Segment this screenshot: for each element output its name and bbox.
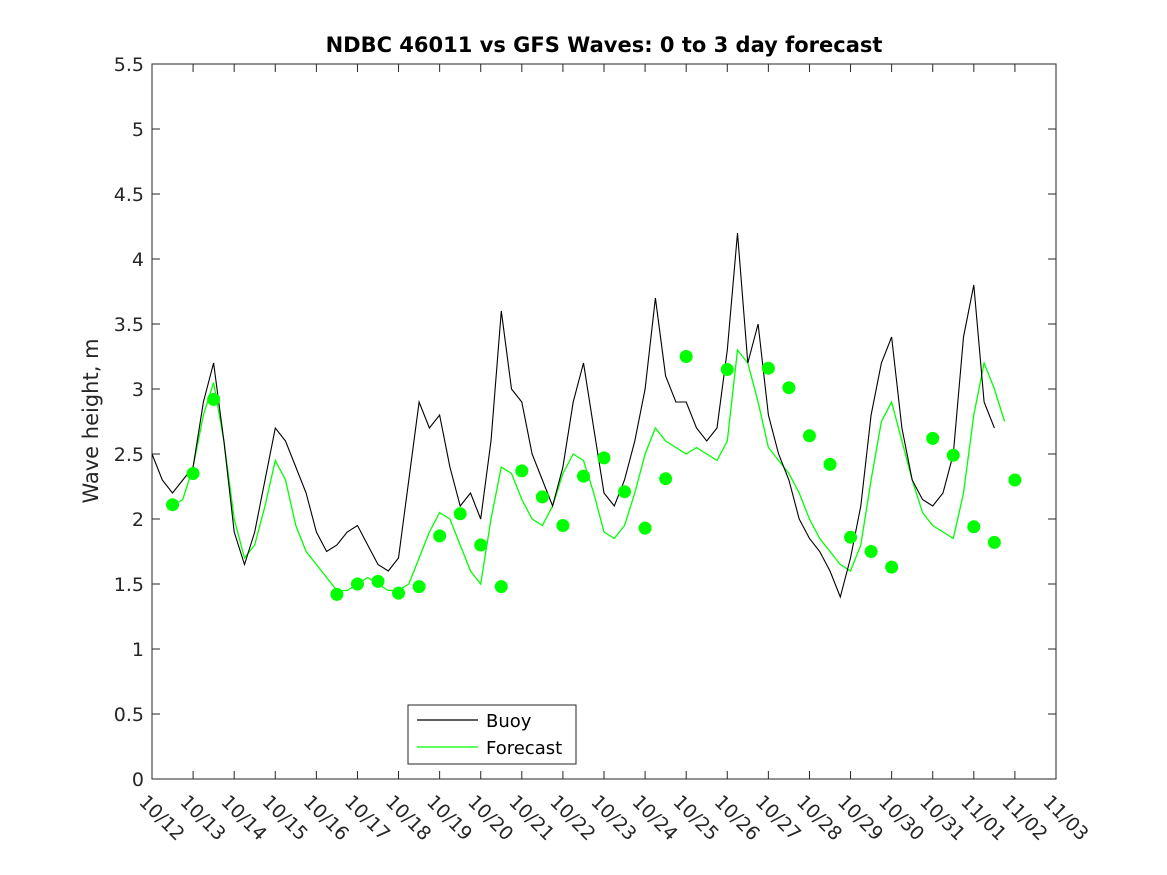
y-tick-label: 2.5	[114, 444, 144, 466]
y-tick-label: 5	[132, 119, 144, 141]
x-tick-label: 10/13	[176, 791, 230, 845]
y-tick-label: 4	[132, 249, 144, 271]
forecast-marker	[823, 457, 837, 471]
forecast-marker	[864, 545, 878, 558]
forecast-marker	[761, 361, 775, 375]
forecast-marker	[638, 521, 652, 535]
forecast-marker	[330, 587, 344, 601]
forecast-marker	[412, 580, 426, 594]
x-tick-label: 10/16	[299, 791, 353, 845]
legend-box	[407, 704, 577, 765]
forecast-marker	[556, 519, 570, 532]
forecast-marker	[987, 535, 1001, 549]
legend-buoy-label: Buoy	[486, 711, 532, 732]
forecast-marker	[576, 469, 590, 483]
x-tick-label: 10/29	[833, 791, 887, 845]
x-tick-label: 10/14	[217, 791, 271, 845]
forecast-marker	[474, 538, 488, 552]
forecast-marker	[350, 577, 364, 591]
x-tick-label: 10/15	[258, 791, 312, 845]
forecast-marker	[782, 381, 796, 395]
chart-title: NDBC 46011 vs GFS Waves: 0 to 3 day fore…	[326, 33, 883, 57]
x-tick-label: 10/28	[792, 791, 846, 845]
y-tick-label: 1	[132, 639, 144, 661]
y-tick-label: 1.5	[114, 574, 144, 596]
forecast-marker	[186, 467, 200, 480]
y-tick-label: 3	[132, 379, 144, 401]
forecast-marker	[433, 529, 447, 543]
x-tick-label: 10/12	[134, 791, 188, 845]
x-tick-label: 10/31	[915, 791, 969, 845]
x-tick-label: 11/02	[997, 791, 1051, 845]
forecast-marker	[720, 363, 734, 376]
x-tick-label: 10/25	[669, 791, 723, 845]
forecast-marker	[946, 448, 960, 462]
x-tick-label: 10/19	[422, 791, 476, 845]
forecast-marker	[618, 485, 632, 499]
x-tick-label: 10/17	[340, 791, 394, 845]
y-tick-label: 0.5	[114, 704, 144, 726]
marker-layer	[166, 350, 1022, 601]
x-tick-label: 10/18	[381, 791, 435, 845]
forecast-marker	[659, 472, 673, 486]
y-tick-label: 5.5	[114, 54, 144, 76]
x-tick-label: 10/23	[586, 791, 640, 845]
y-axis-ticks: 0 0.5 1 1.5 2 2.5 3 3.5 4 4.5 5 5.5	[114, 54, 1056, 791]
y-tick-label: 0	[132, 769, 144, 791]
forecast-marker	[1008, 473, 1022, 487]
forecast-marker	[597, 451, 611, 465]
forecast-marker	[207, 392, 221, 406]
x-tick-label: 10/20	[463, 791, 517, 845]
forecast-marker	[967, 520, 981, 534]
y-tick-label: 4.5	[114, 184, 144, 206]
x-tick-label: 10/30	[874, 791, 928, 845]
x-tick-label: 11/03	[1038, 791, 1092, 845]
plot-area	[151, 63, 1057, 780]
x-tick-label: 10/26	[710, 791, 764, 845]
x-tick-label: 10/27	[751, 791, 805, 845]
forecast-marker	[535, 490, 549, 504]
forecast-marker	[885, 560, 899, 574]
forecast-marker	[926, 431, 940, 445]
plot-frame	[151, 63, 1057, 780]
x-tick-label: 10/21	[504, 791, 558, 845]
forecast-marker	[453, 507, 467, 521]
legend-forecast-label: Forecast	[486, 738, 562, 759]
x-tick-label: 11/01	[956, 791, 1010, 845]
forecast-marker	[802, 429, 816, 443]
forecast-marker	[166, 498, 180, 512]
forecast-marker	[494, 580, 508, 594]
forecast-marker	[679, 350, 693, 363]
x-tick-label: 10/24	[628, 791, 682, 845]
x-tick-label: 10/22	[545, 791, 599, 845]
y-axis-label: Wave height, m	[79, 338, 103, 503]
y-tick-label: 3.5	[114, 314, 144, 336]
forecast-marker	[515, 464, 529, 478]
legend: Buoy Forecast	[407, 704, 577, 765]
forecast-marker	[371, 574, 385, 588]
y-tick-label: 2	[132, 509, 144, 531]
forecast-marker	[392, 586, 406, 600]
forecast-marker	[844, 530, 858, 544]
